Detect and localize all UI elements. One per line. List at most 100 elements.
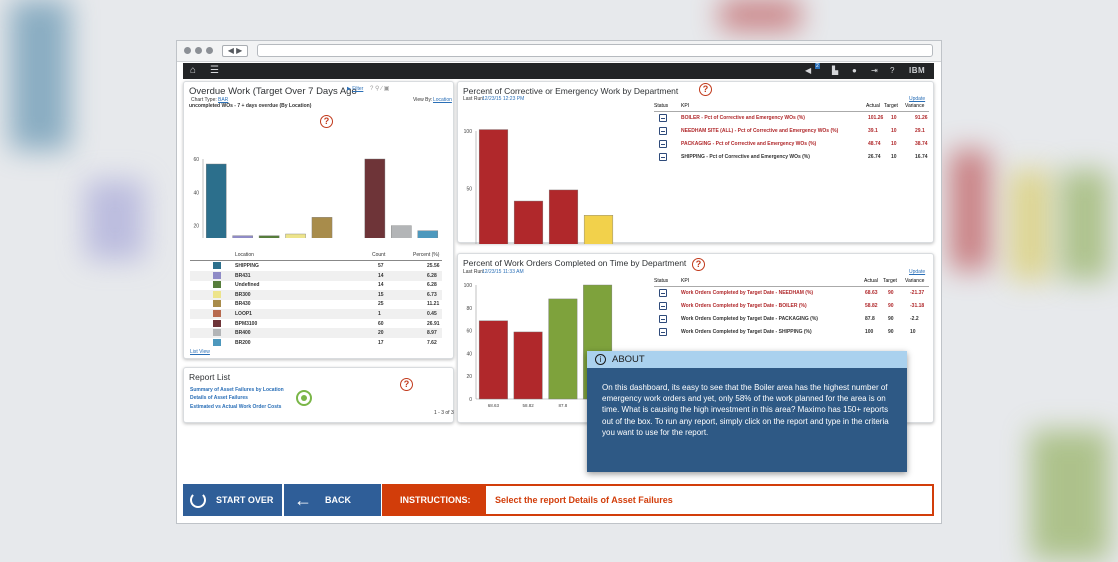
about-header: i ABOUT — [587, 351, 907, 368]
chart-icon[interactable]: ▙ — [832, 66, 839, 75]
kpi-name: NEEDHAM SITE (ALL) - Pct of Corrective a… — [681, 128, 839, 134]
last-run-value: 12/23/15 11:33 AM — [482, 269, 524, 275]
kpi-name: Work Orders Completed by Target Date - P… — [681, 316, 818, 322]
status-icon — [659, 302, 667, 310]
bar — [513, 331, 543, 400]
help-icon[interactable]: ? — [890, 66, 895, 75]
kpi-row[interactable]: SHIPPING - Pct of Corrective and Emergen… — [654, 151, 930, 164]
kpi-variance: 10 — [910, 329, 916, 335]
kpi-name: SHIPPING - Pct of Corrective and Emergen… — [681, 154, 810, 160]
about-title: ABOUT — [612, 354, 645, 365]
user-icon[interactable]: ● — [852, 66, 857, 75]
home-icon[interactable]: ⌂ — [190, 65, 197, 76]
row-count: 57 — [378, 263, 384, 269]
kpi-target: 90 — [888, 303, 894, 309]
chart-type-value[interactable]: BAR — [218, 97, 229, 103]
kpi-row[interactable]: Work Orders Completed by Target Date - N… — [654, 287, 930, 300]
menu-icon[interactable]: ☰ — [210, 65, 219, 76]
list-view-link[interactable]: List View — [190, 349, 210, 355]
background-blur — [85, 180, 145, 260]
update-link[interactable]: Update — [909, 269, 926, 275]
status-icon — [659, 328, 667, 336]
background-blur — [1010, 170, 1050, 280]
row-location: BR400 — [235, 330, 251, 337]
report-link-details[interactable]: Details of Asset Failures — [190, 395, 248, 401]
background-blur — [1030, 430, 1110, 560]
overdue-work-panel: Overdue Work (Target Over 7 Days Ago ▶ F… — [183, 81, 454, 359]
kpi-row[interactable]: Work Orders Completed by Target Date - P… — [654, 313, 930, 326]
back-button[interactable]: ← BACK — [284, 484, 381, 516]
status-icon — [659, 140, 667, 148]
help-icon[interactable]: ? — [400, 378, 413, 391]
last-run-value: 12/23/15 12:23 PM — [482, 96, 525, 102]
table-row: BR430 25 11.21 — [190, 299, 442, 309]
help-icon[interactable]: ? — [320, 115, 333, 128]
row-percent: 0.45 — [427, 311, 437, 317]
row-percent: 26.91 — [427, 320, 440, 327]
kpi-table: Status KPI Actual Target Variance BOILER… — [654, 103, 930, 172]
back-forward-buttons[interactable]: ◀ ▶ — [222, 45, 248, 57]
report-list-title: Report List — [189, 372, 231, 382]
kpi-actual: 100 — [865, 329, 874, 335]
url-bar[interactable] — [257, 44, 933, 57]
window-dot[interactable] — [184, 47, 191, 54]
kpi-rows: Work Orders Completed by Target Date - N… — [654, 287, 930, 343]
bar — [364, 158, 386, 238]
header-status: Status — [654, 278, 669, 284]
help-icon[interactable]: ? — [699, 83, 712, 96]
y-tick-label: 100 — [464, 129, 473, 135]
view-by-value[interactable]: Location — [433, 97, 452, 103]
header-kpi: KPI — [681, 103, 690, 109]
corrective-bar-chart: 050100101.2639.148.7426.74 — [464, 129, 614, 244]
filter-link[interactable]: ▶ Filter — [347, 86, 364, 92]
help-icon[interactable]: ? — [692, 258, 705, 271]
kpi-target: 90 — [888, 329, 894, 335]
row-location: BR200 — [235, 339, 251, 346]
kpi-row[interactable]: Work Orders Completed by Target Date - B… — [654, 300, 930, 313]
header-percent: Percent (%) — [413, 252, 440, 258]
kpi-actual: 87.8 — [865, 316, 875, 322]
browser-chrome: ◀ ▶ — [177, 41, 941, 62]
bar — [478, 129, 509, 244]
overdue-rows: SHIPPING 57 25.56 BR431 14 6.28 Undefined 14 6.2… — [184, 261, 455, 349]
y-tick-label: 20 — [466, 374, 472, 380]
kpi-target: 90 — [888, 316, 894, 322]
row-count: 14 — [378, 282, 384, 289]
start-over-button[interactable]: START OVER — [183, 484, 282, 516]
overdue-bar-chart: 0204060SHIPPINGBR431UndefinedBR300BR430L… — [193, 157, 439, 238]
corrective-work-panel: Percent of Corrective or Emergency Work … — [457, 81, 934, 244]
notification-count: 2 — [815, 63, 820, 69]
row-percent: 6.28 — [427, 282, 437, 289]
row-location: BR431 — [235, 272, 251, 279]
report-link-summary[interactable]: Summary of Asset Failures by Location — [190, 387, 284, 393]
target-indicator-icon — [296, 390, 312, 406]
y-tick-label: 40 — [466, 351, 472, 357]
browser-window: ◀ ▶ ⌂ ☰ ◀ 2 ▙ ● ⇥ ? IBM Overdue Work (Ta… — [176, 40, 942, 524]
filter-tools-icons[interactable]: ? ⚲ ∕ ▣ — [370, 86, 390, 92]
kpi-name: Work Orders Completed by Target Date - S… — [681, 329, 812, 335]
bulletin-icon[interactable]: ◀ — [805, 66, 812, 75]
table-row: BR431 14 6.28 — [190, 270, 442, 281]
window-dot[interactable] — [195, 47, 202, 54]
kpi-table: Status KPI Actual Target Variance Work O… — [654, 278, 930, 345]
row-percent: 11.21 — [427, 301, 440, 308]
chart-type-label: Chart Type: — [191, 97, 217, 103]
row-percent: 7.62 — [427, 339, 437, 346]
window-dot[interactable] — [206, 47, 213, 54]
table-row: BR300 15 6.73 — [190, 289, 442, 300]
kpi-row[interactable]: Work Orders Completed by Target Date - S… — [654, 326, 930, 339]
kpi-actual: 101.26 — [868, 115, 884, 121]
kpi-variance: -31.18 — [910, 303, 925, 309]
kpi-row[interactable]: NEEDHAM SITE (ALL) - Pct of Corrective a… — [654, 125, 930, 138]
y-tick-label: 60 — [466, 329, 472, 335]
kpi-target: 10 — [891, 154, 897, 160]
bar — [285, 233, 306, 238]
report-link-costs[interactable]: Estimated vs Actual Work Order Costs — [190, 404, 282, 410]
kpi-row[interactable]: BOILER - Pct of Corrective and Emergency… — [654, 112, 930, 125]
bar — [548, 298, 578, 400]
legend-swatch — [213, 338, 221, 346]
update-link[interactable]: Update — [909, 96, 926, 102]
legend-swatch — [213, 271, 221, 279]
kpi-row[interactable]: PACKAGING - Pct of Corrective and Emerge… — [654, 138, 930, 151]
signout-icon[interactable]: ⇥ — [871, 66, 878, 75]
